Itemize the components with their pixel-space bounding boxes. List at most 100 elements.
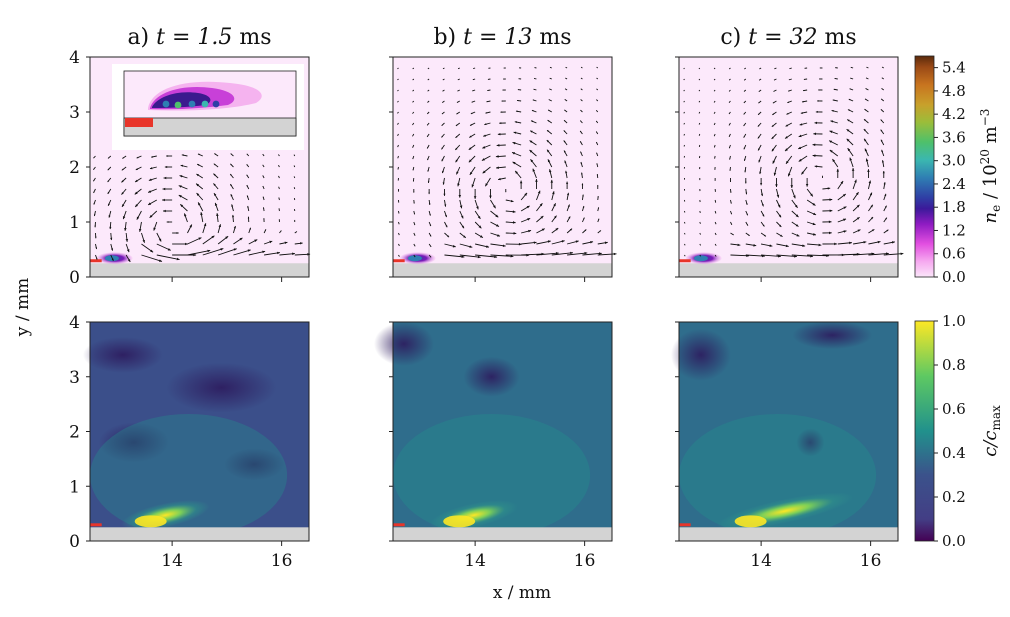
velocity-arrow-head bbox=[530, 159, 534, 163]
velocity-arrow-head bbox=[412, 90, 414, 92]
velocity-arrow-head bbox=[142, 239, 145, 243]
velocity-arrow-head bbox=[277, 251, 280, 255]
velocity-arrow-head bbox=[834, 78, 836, 80]
velocity-arrow-head bbox=[715, 223, 717, 225]
inset-zoom bbox=[112, 64, 304, 150]
velocity-arrow bbox=[582, 252, 602, 256]
velocity-arrow-head bbox=[822, 175, 823, 177]
velocity-arrow-head bbox=[582, 205, 585, 208]
velocity-arrow-head bbox=[548, 169, 552, 173]
velocity-arrow-head bbox=[744, 90, 745, 92]
velocity-arrow-head bbox=[93, 157, 95, 159]
velocity-arrow-head bbox=[496, 166, 499, 170]
velocity-arrow bbox=[444, 254, 465, 258]
velocity-arrow-head bbox=[758, 113, 760, 115]
velocity-arrow-head bbox=[469, 245, 473, 248]
velocity-arrow-head bbox=[849, 157, 852, 161]
velocity-arrow-head bbox=[880, 109, 883, 111]
velocity-arrow-head bbox=[737, 243, 741, 247]
velocity-arrow-head bbox=[278, 208, 280, 210]
velocity-arrow-head bbox=[121, 192, 124, 195]
velocity-arrow-head bbox=[871, 229, 875, 232]
velocity-arrow-head bbox=[798, 134, 802, 138]
velocity-arrow-head bbox=[503, 78, 504, 80]
low-concentration-region bbox=[82, 336, 163, 373]
velocity-arrow-head bbox=[743, 124, 745, 127]
velocity-arrow-head bbox=[214, 153, 216, 155]
velocity-arrow-head bbox=[231, 204, 234, 207]
velocity-arrow-head bbox=[481, 158, 485, 161]
velocity-arrow-head bbox=[476, 206, 479, 210]
velocity-arrow-head bbox=[220, 248, 224, 251]
velocity-arrow-head bbox=[581, 183, 584, 186]
velocity-arrow-head bbox=[176, 232, 179, 234]
velocity-arrow bbox=[187, 250, 211, 256]
velocity-arrow bbox=[536, 252, 559, 256]
velocity-arrow-head bbox=[442, 182, 445, 185]
velocity-arrow-head bbox=[833, 88, 836, 91]
velocity-arrow-head bbox=[604, 241, 608, 245]
velocity-arrow-head bbox=[461, 225, 465, 229]
velocity-arrow-head bbox=[526, 205, 530, 209]
velocity-arrow-head bbox=[512, 221, 516, 224]
velocity-arrow-head bbox=[427, 79, 429, 80]
velocity-arrow-head bbox=[881, 98, 883, 100]
velocity-arrow-head bbox=[864, 148, 868, 152]
velocity-arrow-head bbox=[230, 174, 232, 176]
velocity-arrow-head bbox=[540, 215, 544, 219]
colorbar-concentration-gradient bbox=[914, 320, 935, 542]
colorbar-tick-label: 2.4 bbox=[942, 175, 966, 193]
colorbar-density: 0.0 0.6 1.2 1.8 2.4 3.0 3.6 4.2 4.8 5.4 ne / 1020… bbox=[914, 55, 1003, 286]
velocity-arrow-head bbox=[280, 230, 282, 232]
velocity-arrow-head bbox=[564, 99, 566, 101]
velocity-arrow-head bbox=[127, 259, 131, 262]
velocity-arrow-head bbox=[278, 154, 279, 156]
colorbar-tick-label: 1.0 bbox=[942, 312, 966, 330]
velocity-arrow-head bbox=[759, 68, 761, 69]
velocity-arrow-head bbox=[864, 119, 866, 122]
velocity-arrow bbox=[217, 248, 237, 256]
velocity-arrow-head bbox=[580, 99, 582, 101]
velocity-arrow-head bbox=[427, 124, 429, 126]
velocity-arrow-head bbox=[794, 255, 797, 258]
velocity-arrow-head bbox=[547, 149, 550, 153]
velocity-arrow-head bbox=[699, 212, 701, 213]
colorbar-concentration-ticks: 0.0 0.2 0.4 0.6 0.8 1.0 bbox=[934, 312, 966, 550]
x-tick-label: 16 bbox=[574, 551, 596, 571]
velocity-arrow-head bbox=[528, 229, 532, 233]
velocity-arrow-head bbox=[443, 193, 446, 196]
velocity-arrow-head bbox=[772, 160, 776, 164]
velocity-arrow-head bbox=[834, 242, 837, 246]
velocity-arrow-head bbox=[148, 202, 152, 205]
velocity-arrow-head bbox=[148, 178, 152, 181]
velocity-arrow bbox=[567, 252, 588, 256]
velocity-arrow-head bbox=[515, 110, 518, 113]
velocity-arrow-head bbox=[819, 78, 821, 80]
velocity-arrow-head bbox=[211, 235, 215, 239]
velocity-arrow-head bbox=[552, 191, 555, 195]
colorbar-concentration: 0.0 0.2 0.4 0.6 0.8 1.0 c/cmax bbox=[914, 312, 1003, 550]
velocity-arrow bbox=[233, 249, 251, 256]
velocity-arrow-head bbox=[539, 203, 543, 207]
velocity-arrow-head bbox=[121, 180, 124, 183]
velocity-arrow-head bbox=[121, 168, 124, 171]
velocity-arrow-head bbox=[108, 215, 111, 218]
velocity-arrow-head bbox=[714, 90, 715, 92]
low-concentration-region bbox=[796, 428, 825, 457]
velocity-arrow-head bbox=[547, 159, 551, 163]
velocity-arrow-head bbox=[817, 100, 819, 102]
velocity-arrow-head bbox=[264, 229, 266, 231]
velocity-arrow-head bbox=[185, 242, 188, 246]
velocity-arrow-head bbox=[122, 204, 125, 207]
velocity-arrow-head bbox=[550, 179, 554, 183]
velocity-arrow-head bbox=[505, 191, 507, 193]
velocity-arrow-head bbox=[427, 101, 429, 103]
velocity-arrow-head bbox=[444, 204, 447, 207]
velocity-arrow bbox=[883, 253, 904, 256]
velocity-arrow-head bbox=[163, 176, 167, 180]
velocity-arrow-head bbox=[598, 252, 602, 255]
colorbar-tick-label: 4.2 bbox=[942, 105, 966, 123]
velocity-arrow-head bbox=[881, 149, 884, 153]
velocity-arrow-head bbox=[757, 136, 760, 139]
velocity-arrow-head bbox=[730, 202, 732, 204]
